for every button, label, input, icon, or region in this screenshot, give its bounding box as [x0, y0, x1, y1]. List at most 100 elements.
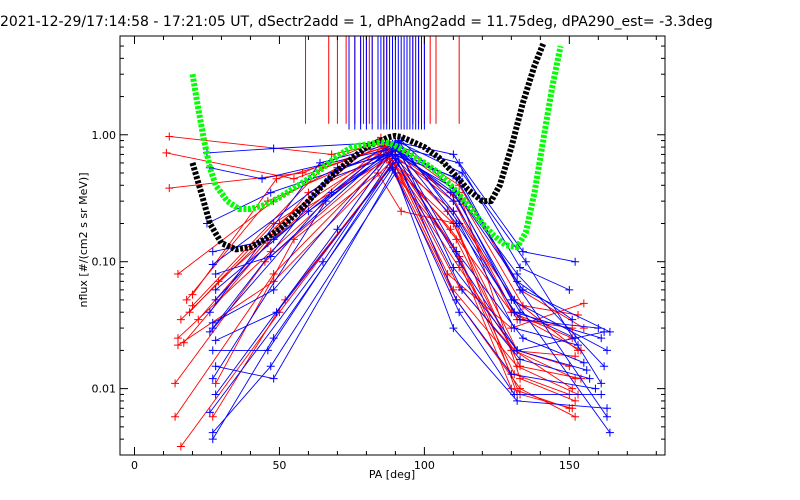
- blue-cross-marker: [582, 366, 591, 375]
- blue-cross-marker: [516, 315, 525, 324]
- red-cross-marker: [173, 341, 182, 350]
- y-axis-label: nflux [#/(cm2 s sr MeV)]: [77, 173, 90, 308]
- blue-cross-marker: [585, 374, 594, 383]
- red-curve-line: [180, 162, 570, 447]
- blue-curve-line: [215, 150, 611, 433]
- red-cross-marker: [185, 308, 194, 317]
- x-axis-label: PA [deg]: [369, 468, 415, 481]
- blue-cross-marker: [211, 336, 220, 345]
- red-curve-line: [177, 147, 579, 395]
- blue-cross-marker: [603, 412, 612, 421]
- blue-cross-marker: [597, 334, 606, 343]
- red-cross-marker: [374, 168, 383, 177]
- red-curve-line: [169, 140, 570, 367]
- blue-cross-marker: [266, 362, 275, 371]
- plot-marks: [162, 36, 614, 451]
- blue-cross-marker: [208, 324, 217, 333]
- x-tick-label: 150: [559, 459, 580, 472]
- red-cross-marker: [208, 412, 217, 421]
- blue-cross-marker: [449, 150, 458, 159]
- blue-cross-marker: [516, 263, 525, 272]
- red-cross-marker: [568, 384, 577, 393]
- red-curve-line: [166, 146, 582, 351]
- red-cross-marker: [304, 188, 313, 197]
- x-tick-label: 0: [131, 459, 138, 472]
- red-curve-line: [169, 135, 576, 402]
- blue-cross-marker: [579, 358, 588, 367]
- red-cross-marker: [579, 324, 588, 333]
- blue-curve-line: [212, 157, 590, 380]
- red-cross-marker: [571, 412, 580, 421]
- blue-cross-marker: [316, 158, 325, 167]
- blue-cross-marker: [205, 308, 214, 317]
- blue-cross-marker: [269, 374, 278, 383]
- black-fit-curve: [189, 42, 546, 253]
- x-tick-label: 50: [272, 459, 286, 472]
- blue-cross-marker: [605, 428, 614, 437]
- red-cross-marker: [446, 225, 455, 234]
- red-cross-marker: [194, 315, 203, 324]
- blue-cross-marker: [513, 270, 522, 279]
- blue-cross-marker: [211, 285, 220, 294]
- blue-curve-line: [215, 153, 587, 371]
- red-curve-line: [174, 153, 584, 384]
- blue-cross-marker: [458, 168, 467, 177]
- blue-cross-marker: [269, 285, 278, 294]
- x-tick-label: 100: [414, 459, 435, 472]
- blue-cross-marker: [208, 428, 217, 437]
- blue-cross-marker: [208, 260, 217, 269]
- red-cross-marker: [214, 277, 223, 286]
- blue-curve-line: [215, 139, 579, 346]
- blue-cross-marker: [568, 315, 577, 324]
- red-cross-marker: [173, 334, 182, 343]
- red-cross-marker: [173, 270, 182, 279]
- blue-cross-marker: [513, 346, 522, 355]
- red-cross-marker: [182, 295, 191, 304]
- blue-cross-marker: [510, 308, 519, 317]
- blue-curve-line: [209, 146, 576, 263]
- red-cross-marker: [188, 290, 197, 299]
- blue-cross-marker: [258, 174, 267, 183]
- blue-cross-marker: [507, 370, 516, 379]
- red-cross-marker: [176, 442, 185, 451]
- blue-cross-marker: [333, 225, 342, 234]
- red-cross-marker: [272, 174, 281, 183]
- blue-cross-marker: [208, 374, 217, 383]
- blue-cross-marker: [516, 355, 525, 364]
- red-cross-marker: [507, 384, 516, 393]
- red-cross-marker: [188, 301, 197, 310]
- red-cross-marker: [211, 379, 220, 388]
- blue-cross-marker: [208, 247, 217, 256]
- y-tick-label: 0.01: [92, 383, 117, 396]
- blue-curve-line: [212, 143, 602, 379]
- blue-curve-line: [209, 141, 602, 384]
- blue-curve-line: [209, 147, 608, 351]
- blue-cross-marker: [455, 158, 464, 167]
- blue-cross-marker: [388, 163, 397, 172]
- blue-cross-marker: [510, 295, 519, 304]
- blue-cross-marker: [605, 327, 614, 336]
- blue-cross-marker: [565, 285, 574, 294]
- blue-curve-line: [215, 161, 596, 390]
- blue-cross-marker: [571, 257, 580, 266]
- red-cross-marker: [327, 150, 336, 159]
- y-tick-label: 0.10: [92, 256, 117, 269]
- red-cross-marker: [165, 184, 174, 193]
- blue-cross-marker: [513, 396, 522, 405]
- blue-curve-line: [212, 166, 602, 440]
- blue-cross-marker: [603, 404, 612, 413]
- blue-cross-marker: [269, 334, 278, 343]
- red-cross-marker: [171, 412, 180, 421]
- red-cross-marker: [289, 174, 298, 183]
- blue-curve-line: [215, 146, 599, 395]
- blue-cross-marker: [510, 324, 519, 333]
- red-cross-marker: [171, 379, 180, 388]
- red-cross-marker: [165, 132, 174, 141]
- chart-title: 2021-12-29/17:14:58 - 17:21:05 UT, dSect…: [0, 14, 713, 30]
- red-curve-line: [215, 172, 518, 395]
- red-curve-line: [218, 157, 573, 339]
- red-cross-marker: [397, 207, 406, 216]
- red-cross-marker: [298, 168, 307, 177]
- blue-curve-line: [212, 144, 584, 364]
